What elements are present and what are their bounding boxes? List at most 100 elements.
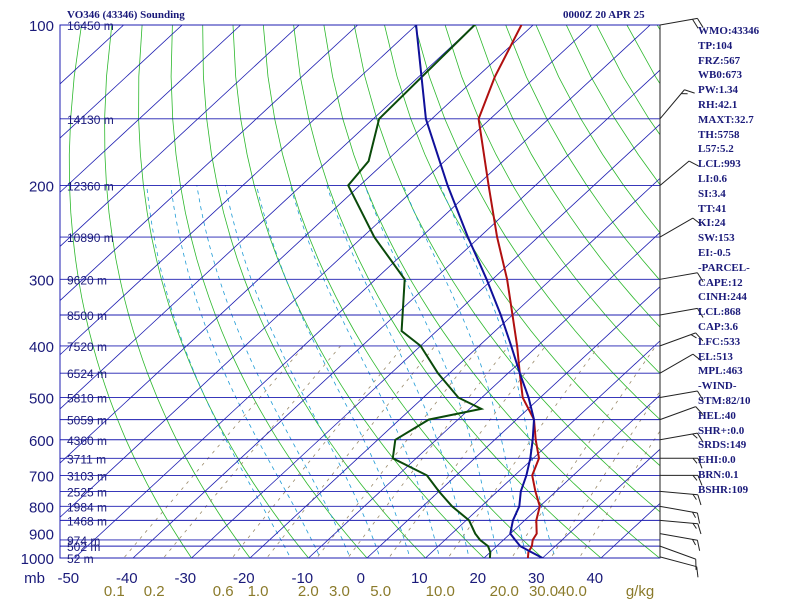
- sounding-index: CAP:3.6: [698, 320, 739, 333]
- temperature-tick-label: 10: [411, 570, 428, 587]
- wind-barb: [659, 307, 698, 316]
- mixing-ratio-tick-label: 10.0: [426, 583, 455, 600]
- temperature-tick-label: -20: [233, 570, 255, 587]
- moist-adiabat: [290, 185, 441, 558]
- height-label: 6524 m: [67, 367, 107, 381]
- sounding-index: SRDS:149: [698, 439, 747, 452]
- mixing-ratio-line: [266, 345, 436, 558]
- dry-adiabat: [138, 25, 310, 558]
- height-label: 9620 m: [67, 273, 107, 287]
- height-label: 52 m: [67, 552, 94, 566]
- temperature-tick-label: -30: [174, 570, 196, 587]
- wind-barbs: [659, 17, 704, 578]
- pressure-tick-label: 100: [29, 18, 54, 35]
- dry-adiabat: [535, 25, 660, 234]
- wind-barb-flag: [692, 433, 698, 439]
- station-title: VO346 (43346) Sounding: [67, 9, 185, 21]
- wind-barb: [659, 160, 690, 186]
- wind-barb-flag: [696, 432, 704, 443]
- wind-barb-flag: [696, 390, 704, 401]
- parcel-line: [415, 25, 543, 558]
- height-label: 2525 m: [67, 485, 107, 499]
- moist-adiabat: [224, 185, 381, 558]
- wind-barb: [659, 332, 696, 347]
- isotherm: [132, 69, 660, 558]
- height-label: 1984 m: [67, 500, 107, 514]
- sounding-index: LCL:993: [698, 158, 741, 171]
- isotherm: [542, 448, 660, 558]
- sounding-index: CINH:244: [698, 291, 747, 304]
- mixing-ratio-tick-label: 0.1: [104, 583, 125, 600]
- height-label: 5810 m: [67, 392, 107, 406]
- height-label: 3103 m: [67, 469, 107, 483]
- height-label: 502 m: [67, 540, 100, 554]
- mixing-ratio-unit-label: g/kg: [626, 583, 654, 600]
- temperature-tick-label: 20: [469, 570, 486, 587]
- wind-barb-flag: [696, 308, 704, 318]
- sounding-index: RH:42.1: [698, 98, 738, 111]
- sounding-index: SW:153: [698, 232, 735, 245]
- sounding-index: MAXT:32.7: [698, 113, 754, 126]
- height-label: 14130 m: [67, 113, 114, 127]
- pressure-tick-label: 500: [29, 391, 54, 408]
- sounding-index: WB0:673: [698, 69, 742, 82]
- sounding-index: -WIND-: [698, 380, 737, 393]
- dry-adiabat: [323, 25, 660, 558]
- wind-barb-flag: [695, 332, 704, 342]
- mixing-ratio-tick-label: 40.0: [558, 583, 587, 600]
- isotherm: [425, 340, 660, 558]
- pressure-tick-label: 800: [29, 499, 54, 516]
- mixing-ratio-line: [347, 345, 509, 558]
- wind-barb-flag: [692, 475, 698, 481]
- dry-adiabat: [104, 25, 251, 558]
- wind-barb-flag: [696, 512, 701, 524]
- mixing-ratio-tick-label: 0.2: [144, 583, 165, 600]
- wind-barb: [659, 217, 694, 238]
- wind-barb-flag: [692, 353, 702, 362]
- wind-barb-flag: [692, 457, 698, 464]
- pressure-tick-label: 900: [29, 527, 54, 544]
- dry-adiabat: [293, 25, 602, 558]
- wind-barb-flag: [696, 18, 704, 28]
- dry-adiabat: [232, 25, 485, 558]
- wind-barb-flag: [696, 566, 699, 578]
- wind-barb-flag: [697, 523, 702, 535]
- dry-adiabat: [414, 25, 660, 421]
- isotherm: [249, 177, 660, 558]
- isotherm: [60, 25, 475, 410]
- isotherm: [191, 123, 660, 558]
- mixing-ratio-lines: [123, 345, 660, 558]
- wind-barb-flag: [692, 19, 699, 29]
- sounding-index: LCL:868: [698, 306, 741, 319]
- moist-adiabat: [256, 185, 411, 558]
- moist-adiabat: [402, 185, 528, 558]
- sounding-index: TP:104: [698, 39, 733, 52]
- isotherm: [308, 231, 660, 558]
- wind-barb: [659, 519, 698, 525]
- sounding-index: BSHR:109: [698, 483, 749, 496]
- pressure-unit-label: mb: [24, 570, 45, 587]
- mixing-ratio-tick-label: 1.0: [248, 583, 269, 600]
- isotherm: [60, 25, 417, 356]
- temperature-tick-label: 0: [357, 570, 365, 587]
- dry-adiabat: [353, 25, 660, 513]
- isotherm: [366, 286, 660, 558]
- dry-adiabat: [444, 25, 660, 374]
- height-label: 974 m: [67, 534, 100, 548]
- isotherms: [60, 25, 660, 558]
- height-label: 16450 m: [67, 19, 114, 33]
- isotherm: [60, 25, 241, 193]
- height-label: 4360 m: [67, 434, 107, 448]
- wind-barb: [659, 490, 698, 496]
- wind-barb: [659, 390, 698, 399]
- pressure-tick-label: 600: [29, 433, 54, 450]
- wind-barb-flag: [692, 217, 702, 226]
- mixing-ratio-tick-label: 20.0: [490, 583, 519, 600]
- mixing-ratio-line: [388, 345, 546, 558]
- wind-barb: [659, 353, 694, 374]
- dewpoint-line: [347, 25, 492, 558]
- mixing-ratio-tick-label: 2.0: [298, 583, 319, 600]
- height-label: 7520 m: [67, 340, 107, 354]
- temperature-tick-label: 30: [528, 570, 545, 587]
